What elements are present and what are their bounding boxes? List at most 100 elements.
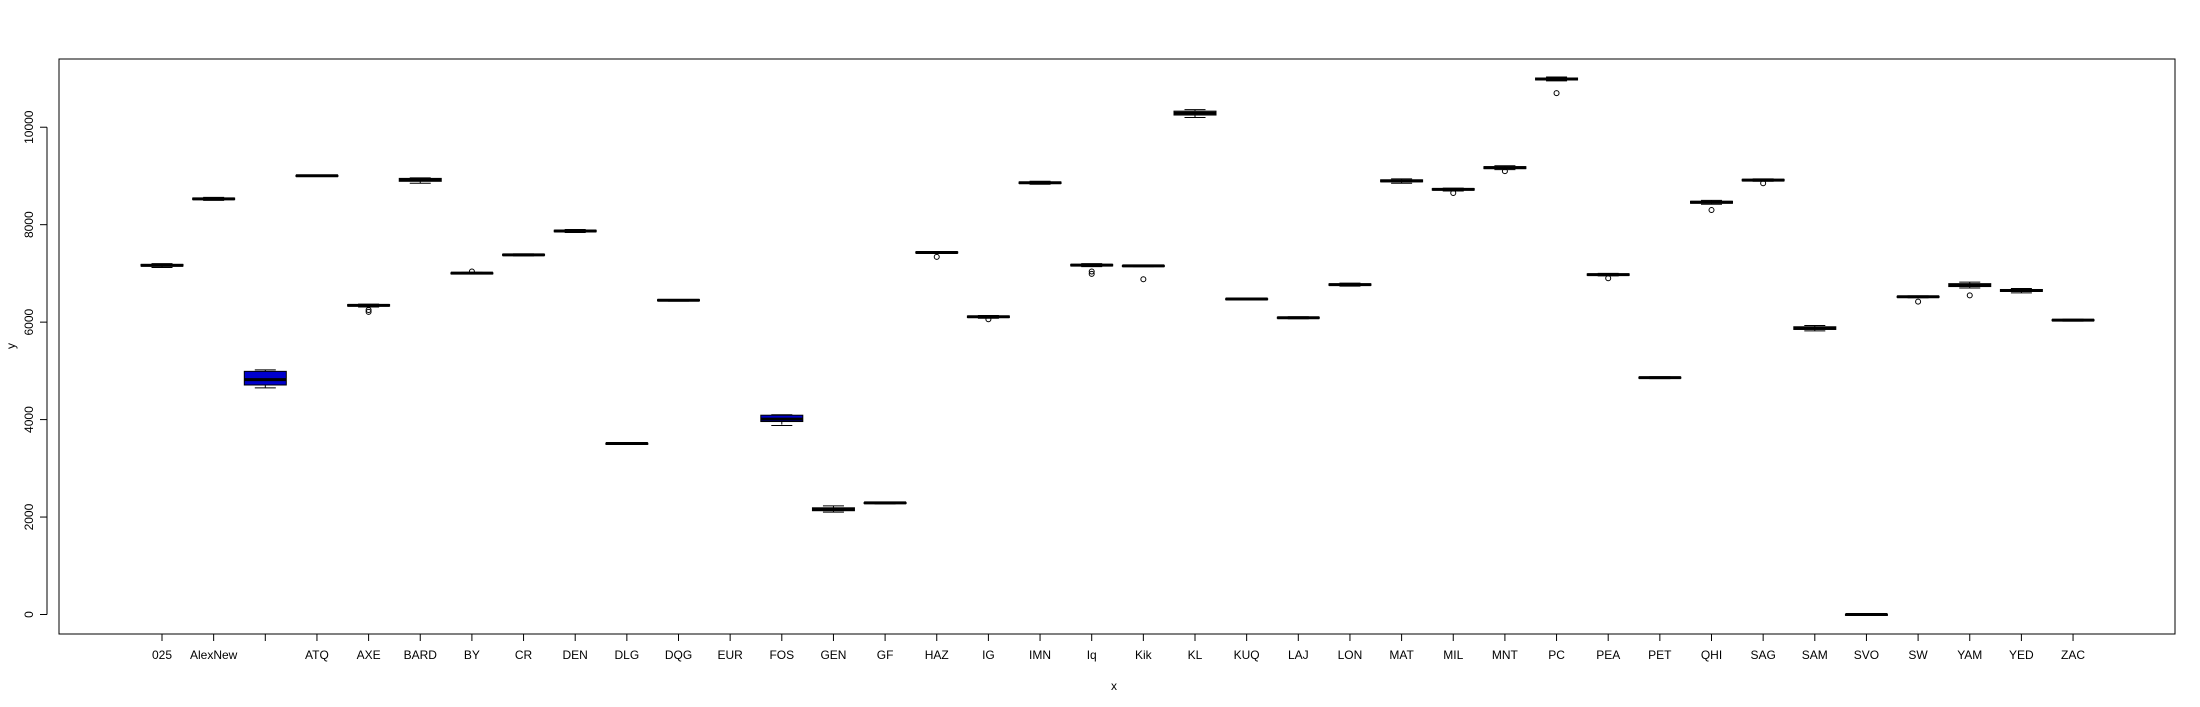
box-KL	[1173, 109, 1217, 118]
outlier-point	[933, 253, 940, 260]
box-MIL	[1431, 187, 1475, 197]
box-SAG	[1741, 178, 1785, 187]
outlier-point	[1760, 180, 1767, 187]
outlier-point	[1088, 270, 1095, 277]
box-LON	[1328, 282, 1372, 287]
x-tick-label: PEA	[1596, 648, 1620, 662]
outlier-point	[1915, 298, 1922, 305]
y-axis-label: y	[4, 343, 18, 349]
outlier-point	[365, 306, 372, 313]
box-DQG	[657, 298, 700, 302]
box-ZAC	[2051, 318, 2095, 322]
x-tick-label: SW	[1908, 648, 1928, 662]
box-QHI	[1690, 199, 1733, 214]
x-tick-label: Kik	[1135, 648, 1153, 662]
x-tick-label: BY	[464, 648, 480, 662]
x-tick-label: GEN	[820, 648, 846, 662]
box-CR	[502, 253, 546, 257]
box-BARD	[398, 177, 442, 184]
x-tick-label: IG	[982, 648, 995, 662]
box-YED	[1999, 288, 2043, 294]
outlier-point	[468, 268, 475, 275]
x-tick-label: YED	[2009, 648, 2034, 662]
x-tick-label: HAZ	[925, 648, 949, 662]
x-tick-label: AXE	[357, 648, 381, 662]
x-tick-label: BARD	[404, 648, 438, 662]
x-tick-label: ATQ	[305, 648, 329, 662]
box-GEN	[811, 505, 855, 513]
x-tick-label: GF	[877, 648, 894, 662]
box-MAT	[1380, 178, 1424, 184]
box-AlexNew	[192, 196, 236, 201]
y-tick-label: 4000	[22, 406, 36, 433]
box-SW	[1896, 295, 1940, 305]
box-FOS	[760, 414, 804, 426]
x-tick-label: SVO	[1854, 648, 1879, 662]
outlier-point	[1553, 90, 1560, 97]
box-ATQ	[295, 174, 339, 178]
x-tick-label: MNT	[1492, 648, 1519, 662]
box-IG	[966, 315, 1010, 323]
outlier-point	[1450, 190, 1457, 197]
y-tick-label: 10000	[22, 110, 36, 144]
plot-frame	[58, 58, 2176, 635]
box-YAM	[1948, 281, 1992, 299]
box-GF	[863, 501, 907, 505]
y-tick-label: 8000	[22, 211, 36, 238]
x-tick-label: FOS	[769, 648, 794, 662]
x-tick-label: CR	[515, 648, 533, 662]
outlier-point	[1966, 292, 1973, 299]
x-tick-label: 025	[152, 648, 172, 662]
x-tick-label: EUR	[717, 648, 743, 662]
box-PC	[1535, 76, 1579, 97]
x-tick-label: DEN	[563, 648, 588, 662]
x-tick-label: PET	[1648, 648, 1672, 662]
y-tick-label: 0	[22, 611, 36, 618]
box-PEA	[1586, 272, 1630, 282]
x-tick-label: MAT	[1389, 648, 1414, 662]
y-axis: 0 2000 4000 6000 8000 10000	[22, 110, 48, 618]
x-tick-label: SAM	[1802, 648, 1828, 662]
box-HAZ	[915, 250, 959, 260]
x-tick-label: QHI	[1701, 648, 1722, 662]
x-tick-label: LAJ	[1288, 648, 1309, 662]
box-025	[140, 263, 184, 269]
outlier-point	[1501, 168, 1508, 175]
x-tick-label: Iq	[1087, 648, 1097, 662]
box-Iq	[1070, 263, 1114, 277]
box-SAM	[1793, 325, 1837, 332]
outlier-point	[1088, 268, 1095, 275]
x-tick-label: DLG	[615, 648, 640, 662]
x-tick-label: KL	[1188, 648, 1203, 662]
x-tick-label: LON	[1338, 648, 1363, 662]
x-tick-label: ZAC	[2061, 648, 2085, 662]
box-SVO	[1844, 613, 1888, 617]
box-MNT	[1483, 165, 1527, 175]
box-DEN	[553, 229, 597, 233]
box-DLG	[605, 441, 649, 445]
x-tick-label: SAG	[1750, 648, 1775, 662]
x-tick-label: DQG	[665, 648, 692, 662]
x-tick-label: PC	[1548, 648, 1565, 662]
outlier-point	[1708, 207, 1715, 214]
outlier-point	[1605, 275, 1612, 282]
x-tick-label: KUQ	[1234, 648, 1260, 662]
x-tick-label: AlexNew	[190, 648, 238, 662]
outlier-point	[1140, 276, 1147, 283]
x-tick-label: IMN	[1029, 648, 1051, 662]
x-tick-label: MIL	[1443, 648, 1463, 662]
outlier-point	[985, 316, 992, 323]
box-BY	[450, 268, 494, 275]
outlier-point	[365, 308, 372, 315]
x-axis: 025 AlexNew ATQ AXE BARD BY CR DEN DLG DQG EUR FOS G…	[152, 633, 2085, 662]
x-axis-label: x	[1111, 679, 1117, 693]
y-tick-label: 2000	[22, 503, 36, 530]
box-IMN	[1018, 180, 1062, 185]
x-tick-label: YAM	[1957, 648, 1982, 662]
box-AXE	[347, 303, 391, 315]
y-tick-label: 6000	[22, 308, 36, 335]
box-PET	[1638, 376, 1682, 380]
box-unnamed	[243, 369, 287, 389]
box-Kik	[1121, 264, 1165, 283]
